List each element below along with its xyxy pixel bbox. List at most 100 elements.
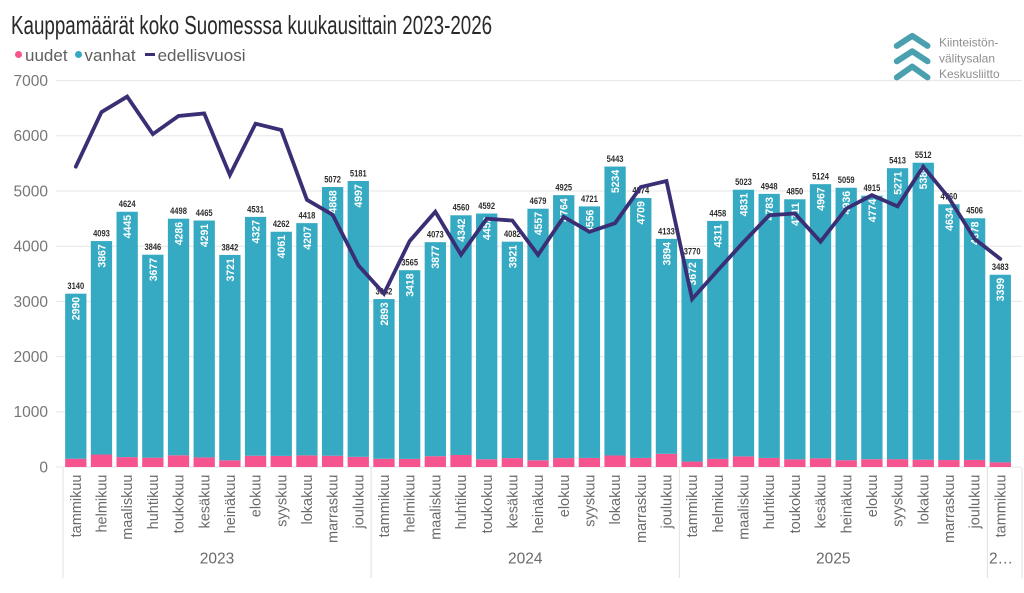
svg-text:toukokuu: toukokuu: [480, 475, 496, 534]
svg-text:4286: 4286: [173, 222, 185, 245]
svg-text:elokuu: elokuu: [865, 475, 881, 518]
svg-text:2024: 2024: [508, 551, 543, 568]
svg-text:huhtikuu: huhtikuu: [762, 475, 778, 530]
svg-text:2025: 2025: [816, 551, 850, 568]
svg-text:lokakuu: lokakuu: [916, 475, 932, 525]
svg-text:tammikuu: tammikuu: [377, 475, 393, 538]
svg-text:tammikuu: tammikuu: [69, 475, 85, 538]
svg-text:toukokuu: toukokuu: [172, 475, 188, 534]
svg-text:4458: 4458: [709, 208, 726, 219]
svg-text:4592: 4592: [478, 201, 495, 212]
svg-text:4925: 4925: [555, 183, 572, 194]
svg-text:marraskuu: marraskuu: [942, 475, 958, 544]
svg-text:3399: 3399: [995, 278, 1007, 301]
svg-text:lokakuu: lokakuu: [300, 475, 316, 525]
svg-text:kesäkuu: kesäkuu: [814, 475, 830, 529]
svg-text:elokuu: elokuu: [249, 475, 265, 518]
svg-text:4556: 4556: [584, 210, 596, 233]
svg-text:3483: 3483: [992, 262, 1009, 273]
svg-text:huhtikuu: huhtikuu: [454, 475, 470, 530]
svg-text:4342: 4342: [456, 218, 468, 241]
svg-text:3140: 3140: [67, 281, 84, 292]
svg-text:5181: 5181: [350, 168, 367, 179]
svg-text:4207: 4207: [302, 226, 314, 249]
svg-text:5413: 5413: [889, 156, 906, 167]
svg-text:4557: 4557: [533, 212, 545, 235]
svg-text:kesäkuu: kesäkuu: [197, 475, 213, 529]
svg-text:3921: 3921: [507, 245, 519, 268]
svg-text:4850: 4850: [786, 187, 803, 198]
svg-text:helmikuu: helmikuu: [95, 475, 111, 533]
svg-text:4506: 4506: [966, 206, 983, 217]
svg-text:syyskuu: syyskuu: [891, 475, 907, 527]
svg-text:3877: 3877: [430, 245, 442, 268]
svg-text:4560: 4560: [453, 203, 470, 214]
svg-text:helmikuu: helmikuu: [403, 475, 419, 533]
svg-text:4311: 4311: [713, 224, 725, 247]
svg-text:Keskusliitto: Keskusliitto: [939, 67, 1000, 81]
svg-text:7000: 7000: [14, 73, 49, 90]
svg-text:joulukuu: joulukuu: [968, 475, 984, 530]
svg-text:3565: 3565: [401, 258, 418, 269]
svg-text:marraskuu: marraskuu: [326, 475, 342, 544]
svg-text:3894: 3894: [661, 241, 673, 265]
svg-text:3842: 3842: [221, 242, 238, 253]
svg-text:2…: 2…: [989, 551, 1013, 568]
svg-text:3418: 3418: [405, 273, 417, 296]
svg-text:4061: 4061: [276, 235, 288, 258]
svg-text:marraskuu: marraskuu: [634, 475, 650, 544]
svg-text:2000: 2000: [14, 349, 49, 366]
svg-text:3846: 3846: [144, 242, 161, 253]
svg-text:4291: 4291: [199, 224, 211, 247]
svg-text:4967: 4967: [815, 187, 827, 210]
svg-text:4948: 4948: [761, 181, 778, 192]
svg-text:4327: 4327: [250, 220, 262, 243]
svg-text:4874: 4874: [632, 185, 649, 196]
svg-text:heinäkuu: heinäkuu: [839, 475, 855, 534]
svg-text:kesäkuu: kesäkuu: [505, 475, 521, 529]
svg-text:4445: 4445: [122, 215, 134, 238]
svg-text:tammikuu: tammikuu: [993, 475, 1009, 538]
svg-text:3672: 3672: [687, 262, 699, 285]
svg-text:5271: 5271: [892, 171, 904, 194]
svg-text:4764: 4764: [559, 198, 571, 222]
svg-text:helmikuu: helmikuu: [711, 475, 727, 533]
svg-text:heinäkuu: heinäkuu: [531, 475, 547, 534]
svg-text:lokakuu: lokakuu: [608, 475, 624, 525]
svg-text:4624: 4624: [119, 199, 136, 210]
svg-text:0: 0: [39, 459, 48, 476]
svg-text:heinäkuu: heinäkuu: [223, 475, 239, 534]
svg-text:3677: 3677: [148, 258, 160, 281]
svg-text:joulukuu: joulukuu: [660, 475, 676, 530]
svg-text:4082: 4082: [504, 229, 521, 240]
svg-text:4679: 4679: [530, 196, 547, 207]
svg-text:2893: 2893: [379, 302, 391, 325]
svg-text:syyskuu: syyskuu: [274, 475, 290, 527]
svg-text:4498: 4498: [170, 206, 187, 217]
svg-text:5000: 5000: [14, 183, 49, 200]
svg-text:5234: 5234: [610, 169, 622, 193]
svg-text:4709: 4709: [636, 201, 648, 224]
svg-text:5443: 5443: [607, 154, 624, 165]
svg-text:4915: 4915: [863, 183, 880, 194]
svg-text:4133: 4133: [658, 226, 675, 237]
svg-text:4073: 4073: [427, 230, 444, 241]
svg-text:joulukuu: joulukuu: [351, 475, 367, 530]
svg-text:5072: 5072: [324, 174, 341, 185]
svg-text:maaliskuu: maaliskuu: [737, 475, 753, 540]
svg-text:5124: 5124: [812, 172, 829, 183]
svg-text:4262: 4262: [273, 219, 290, 230]
svg-text:4774: 4774: [867, 198, 879, 222]
svg-text:2023: 2023: [200, 551, 234, 568]
svg-text:syyskuu: syyskuu: [582, 475, 598, 527]
svg-text:välitysalan: välitysalan: [939, 52, 995, 66]
svg-text:4418: 4418: [299, 211, 316, 222]
svg-text:4465: 4465: [196, 208, 213, 219]
svg-text:3721: 3721: [225, 258, 237, 281]
svg-text:4093: 4093: [93, 228, 110, 239]
svg-text:3770: 3770: [684, 246, 701, 257]
svg-text:4868: 4868: [328, 190, 340, 213]
svg-text:5023: 5023: [735, 177, 752, 188]
svg-text:4634: 4634: [944, 207, 956, 231]
svg-text:toukokuu: toukokuu: [788, 475, 804, 534]
